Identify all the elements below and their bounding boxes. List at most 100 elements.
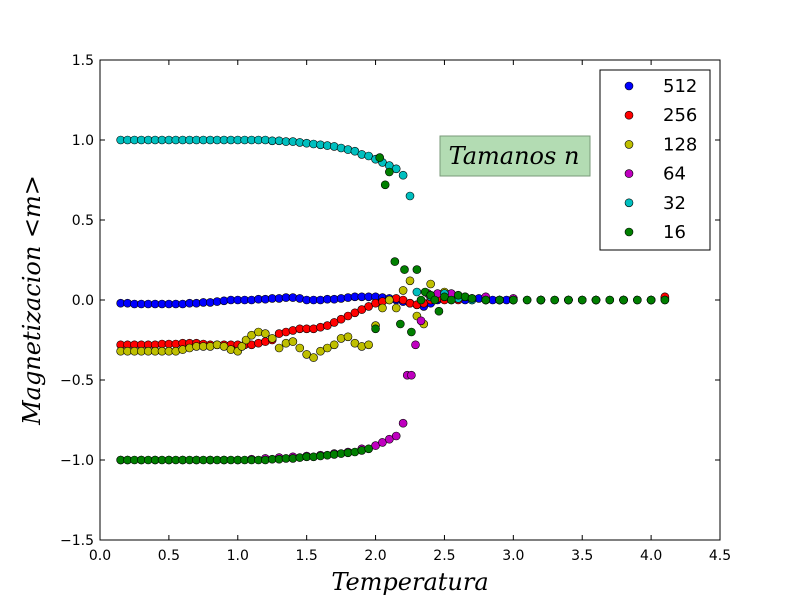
x-axis-title: Temperatura: [331, 568, 488, 596]
legend-item-64: 64: [624, 164, 686, 185]
data-point: [274, 343, 284, 353]
data-point: [237, 342, 247, 351]
data-point: [364, 302, 373, 311]
data-point: [412, 287, 422, 297]
data-point: [426, 279, 435, 289]
data-point: [396, 319, 405, 329]
data-point: [400, 265, 409, 274]
y-axis-title: Magnetizacion <m>: [18, 175, 46, 426]
data-point: [380, 180, 390, 190]
data-point: [407, 370, 416, 380]
data-point: [378, 438, 387, 447]
data-point: [385, 434, 394, 444]
data-point: [302, 350, 311, 359]
data-point: [343, 332, 353, 342]
data-point: [350, 338, 360, 348]
x-tick-label: 3.5: [571, 548, 593, 564]
x-tick-label: 0.0: [89, 548, 111, 564]
data-point: [398, 286, 408, 295]
data-point: [398, 170, 408, 180]
data-point: [364, 151, 373, 161]
data-point: [391, 303, 401, 313]
data-point: [577, 295, 587, 305]
data-point: [343, 311, 353, 321]
legend-marker: [624, 227, 634, 237]
y-tick-label: 1.0: [72, 133, 94, 149]
data-point: [288, 337, 298, 346]
data-point: [391, 164, 401, 174]
data-point: [309, 353, 318, 362]
data-point: [364, 340, 373, 350]
legend-label: 512: [663, 76, 697, 97]
y-tick-label: −1.0: [60, 453, 94, 469]
y-tick-label: 1.5: [72, 53, 94, 69]
data-point: [536, 295, 546, 305]
data-point: [605, 295, 615, 305]
data-point: [375, 153, 384, 162]
data-point: [323, 321, 332, 330]
series-16: [116, 153, 670, 465]
data-point: [619, 295, 628, 305]
legend-item-256: 256: [624, 105, 697, 126]
data-point: [564, 295, 573, 305]
legend-item-32: 32: [624, 193, 686, 214]
data-point: [405, 276, 415, 286]
data-point: [219, 342, 229, 351]
data-point: [430, 295, 440, 305]
legend-marker: [624, 140, 634, 149]
data-point: [447, 295, 456, 305]
data-point: [412, 265, 422, 274]
x-tick-label: 1.0: [227, 548, 249, 564]
data-point: [316, 346, 325, 356]
data-point: [385, 167, 394, 177]
data-point: [411, 340, 420, 350]
data-point: [398, 418, 408, 428]
data-point: [329, 318, 339, 327]
data-point: [329, 340, 339, 350]
data-point: [550, 295, 559, 305]
data-point: [416, 295, 426, 305]
data-points-layer: [116, 135, 670, 465]
data-point: [509, 295, 518, 305]
y-tick-label: 0.0: [72, 293, 94, 309]
y-tick-label: −0.5: [60, 373, 94, 389]
data-point: [371, 324, 380, 334]
data-point: [405, 191, 415, 201]
legend-label: 16: [663, 222, 686, 243]
legend-marker: [624, 81, 634, 91]
data-point: [646, 295, 656, 305]
annotation-box: Tamanos n: [439, 135, 591, 177]
data-point: [522, 295, 532, 305]
x-tick-label: 4.0: [640, 548, 662, 564]
data-point: [434, 306, 444, 316]
data-point: [371, 441, 380, 450]
legend-item-512: 512: [624, 76, 697, 97]
data-point: [416, 316, 426, 326]
legend-label: 64: [663, 164, 686, 185]
data-point: [350, 308, 360, 318]
legend-item-128: 128: [624, 134, 697, 155]
data-point: [267, 334, 277, 343]
data-point: [407, 327, 416, 337]
data-point: [336, 314, 346, 324]
data-point: [261, 329, 270, 338]
legend-item-16: 16: [624, 222, 686, 243]
data-point: [495, 295, 504, 305]
legend-marker: [624, 198, 634, 208]
legend-label: 256: [663, 105, 697, 126]
data-point: [467, 294, 477, 303]
data-point: [398, 295, 408, 305]
data-point: [591, 295, 601, 305]
data-point: [390, 257, 400, 266]
legend-label: 32: [663, 193, 686, 214]
data-point: [350, 146, 360, 156]
x-tick-label: 4.5: [709, 548, 731, 564]
data-point: [481, 295, 491, 305]
x-axis-ticks: 0.0 0.5 1.0 1.5 2.0 2.5 3.0 3.5 4.0 4.5: [89, 60, 731, 564]
x-tick-label: 2.0: [364, 548, 386, 564]
data-point: [295, 343, 305, 353]
data-point: [391, 431, 401, 441]
x-tick-label: 0.5: [158, 548, 180, 564]
x-tick-label: 3.0: [502, 548, 524, 564]
